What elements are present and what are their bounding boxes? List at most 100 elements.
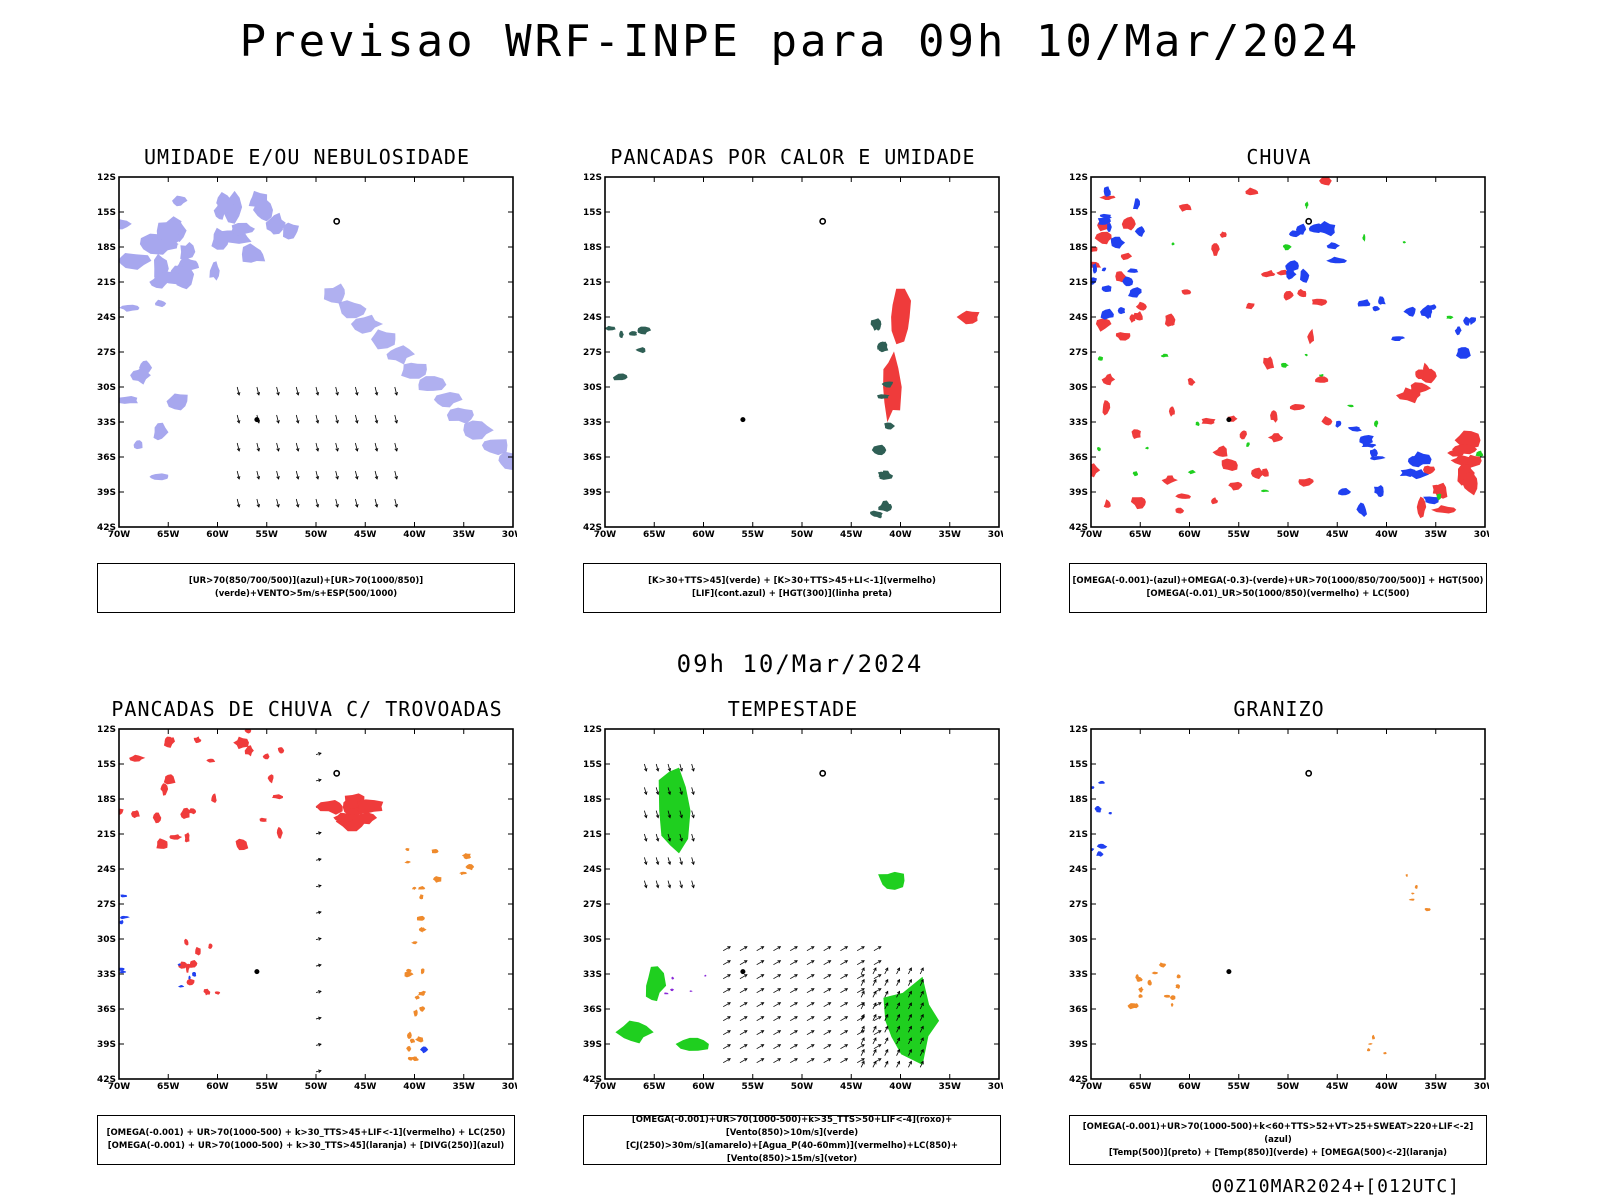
wind-vector: [679, 837, 683, 842]
legend-line: [Temp(500)](preto) + [Temp(850)](verde) …: [1108, 1147, 1448, 1158]
rain-blue-area: [1359, 435, 1374, 445]
wind-vector: [877, 946, 882, 950]
lat-label: 18S: [97, 243, 116, 253]
rain-red-area: [1423, 362, 1431, 383]
wind-vector: [794, 1016, 798, 1020]
wind-vector: [877, 1044, 882, 1048]
wind-vector: [335, 386, 339, 396]
stream-arrow: [315, 938, 322, 940]
legend-line: [OMEGA(-0.01)_UR>50(1000/850)(vermelho) …: [1146, 589, 1410, 599]
omega-orange-area: [1383, 1051, 1387, 1055]
rain-blue-area: [1356, 502, 1367, 517]
lat-label: 12S: [97, 725, 116, 735]
rain-red-area: [1175, 493, 1191, 499]
omega-orange-area: [1147, 979, 1152, 986]
wind-vector: [691, 791, 695, 796]
humidity-area: [149, 473, 169, 481]
rain-blue-area: [1326, 242, 1340, 250]
wind-vector: [276, 419, 280, 424]
wind-vector: [861, 1058, 865, 1062]
lon-label: 50W: [305, 1082, 328, 1092]
thunder-red-area: [277, 747, 285, 754]
wind-vector: [840, 1044, 848, 1050]
lat-label: 39S: [583, 1040, 602, 1050]
wind-vector: [861, 1060, 865, 1065]
stream-arrow: [317, 910, 322, 915]
rain-red-area: [1319, 177, 1332, 186]
wind-vector: [806, 1016, 815, 1022]
lat-label: 39S: [97, 1040, 116, 1050]
wind-vector: [644, 810, 647, 818]
thunder-orange-area: [404, 971, 414, 978]
humidity-area: [180, 242, 196, 262]
rain-red-area: [1245, 187, 1259, 196]
divergence-area: [192, 972, 197, 977]
rain-blue-area: [1456, 347, 1471, 359]
wind-vector: [827, 1002, 832, 1006]
map-tempestade: 50505050404050 12S 15S 18S 21S 24S 27S 30S 33S 36…: [583, 725, 1003, 1092]
rain-blue-area: [1091, 277, 1097, 285]
rain-green-area: [1260, 489, 1269, 493]
rain-green-area: [1374, 420, 1379, 428]
lat-label: 42S: [1069, 1075, 1088, 1085]
wind-vector: [655, 810, 659, 818]
wind-vector: [840, 1030, 848, 1036]
divergence-area: [119, 967, 125, 971]
wind-vector: [823, 974, 831, 980]
thunder-red-area: [184, 938, 189, 946]
wind-vector: [374, 419, 379, 424]
reservoir-marker: [254, 417, 260, 423]
lon-label: 50W: [1277, 1082, 1300, 1092]
lon-label: 65W: [643, 530, 666, 540]
wind-vector: [794, 988, 798, 992]
rain-green-area: [1280, 362, 1289, 368]
wind-vector: [743, 1002, 748, 1006]
gap: [812, 1039, 867, 1074]
wind-vector: [908, 979, 912, 986]
panel-pancadas-calor: PANCADAS POR CALOR E UMIDADE 96809600952…: [563, 145, 1043, 645]
wind-vector: [840, 1016, 848, 1022]
wind-vector: [920, 1025, 924, 1030]
heat-area: [881, 381, 894, 388]
humidity-area: [433, 392, 463, 408]
wind-vector: [844, 974, 849, 978]
rain-blue-area: [1312, 223, 1333, 234]
map-background: [1091, 177, 1485, 527]
wind-vector: [908, 990, 912, 995]
map-base: [119, 177, 513, 527]
rain-red-area: [1095, 318, 1112, 332]
wind-vector: [873, 960, 882, 966]
rain-green-area: [1304, 353, 1308, 357]
wind-vector: [806, 1030, 815, 1036]
heat-area: [637, 326, 652, 335]
wind-vector: [276, 442, 279, 452]
wind-vector: [727, 946, 731, 950]
wind-vector: [856, 1044, 865, 1050]
lat-label: 30S: [1069, 935, 1088, 945]
lon-label: 30W: [1474, 530, 1489, 540]
rain-red-area: [1212, 445, 1228, 457]
rain-red-area: [1178, 203, 1192, 212]
lon-label: 50W: [791, 1082, 814, 1092]
wind-vector: [827, 1016, 832, 1020]
thunder-orange-area: [419, 894, 424, 900]
stream-arrow: [315, 1070, 322, 1073]
wind-vector: [739, 974, 748, 980]
wind-vector: [823, 1002, 831, 1008]
rain-green-area: [1319, 374, 1324, 377]
wind-vector: [644, 787, 647, 795]
thunder-orange-area: [409, 1038, 416, 1044]
wind-vector: [773, 1058, 781, 1064]
map-base: [1091, 177, 1485, 527]
lon-label: 55W: [1228, 1082, 1251, 1092]
lon-label: 55W: [1228, 530, 1251, 540]
lat-label: 18S: [97, 795, 116, 805]
thunder-red-area: [272, 794, 283, 800]
wind-vector: [873, 1048, 877, 1053]
lon-label: 30W: [502, 1082, 517, 1092]
wind-vector: [739, 1030, 748, 1036]
lon-label: 65W: [1129, 530, 1152, 540]
lon-label: 35W: [939, 530, 962, 540]
wind-vector: [877, 1058, 882, 1062]
humidity-area: [143, 238, 178, 251]
